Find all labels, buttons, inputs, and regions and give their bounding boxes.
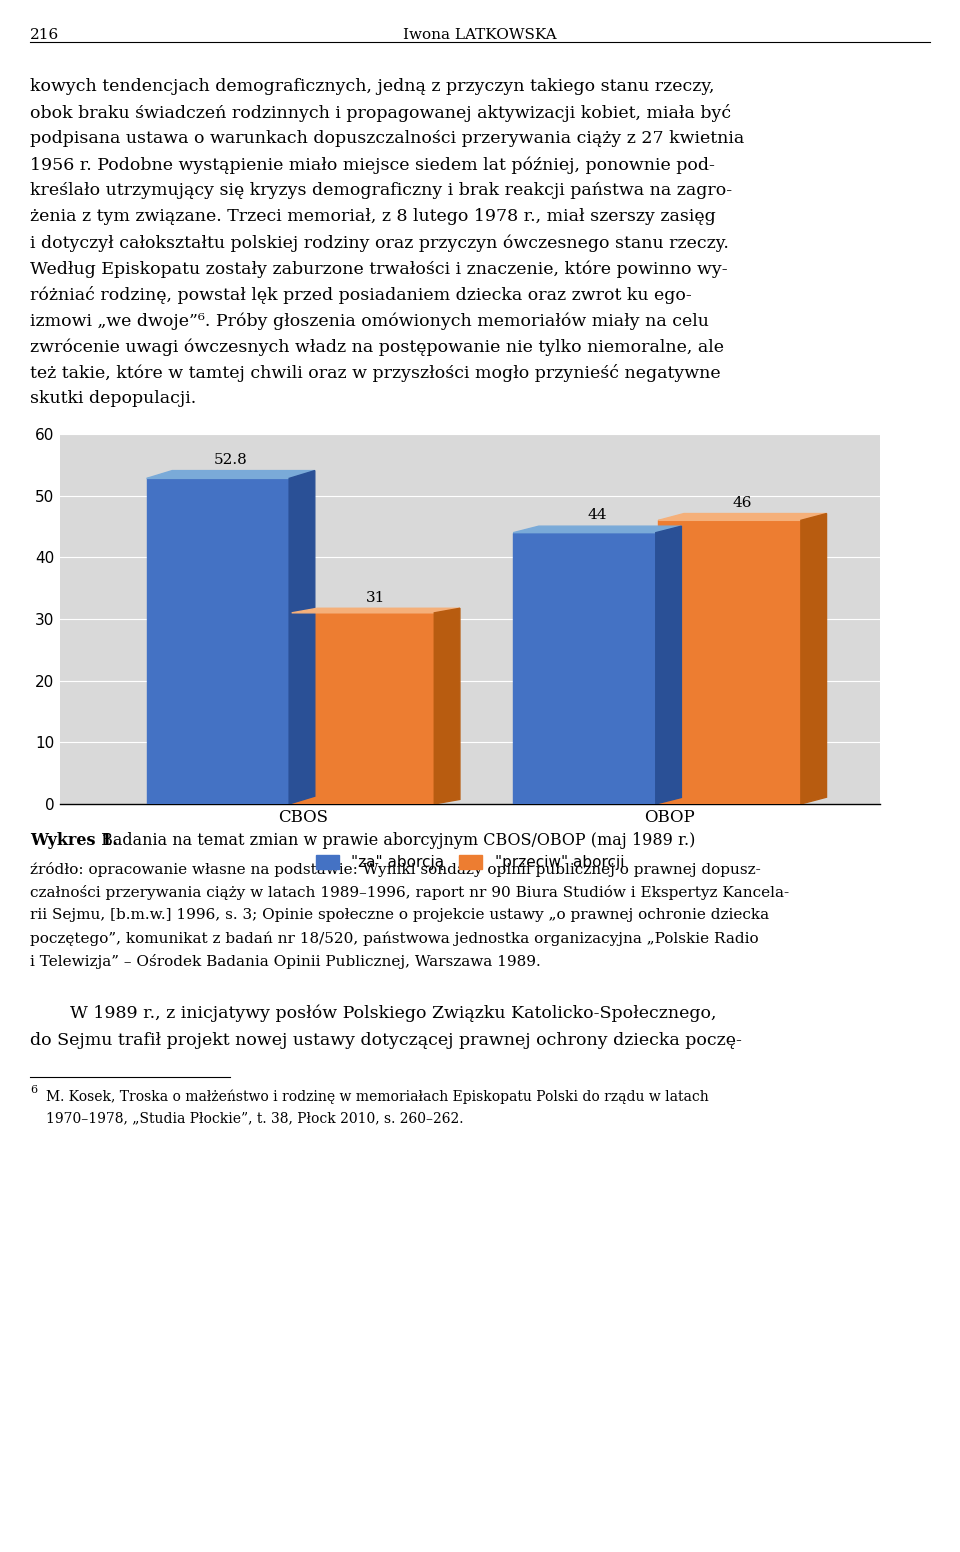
Polygon shape (656, 526, 682, 804)
Text: 216: 216 (30, 28, 60, 42)
Bar (147, 478, 289, 804)
Bar (514, 532, 656, 804)
Polygon shape (801, 514, 827, 804)
Text: żenia z tym związane. Trzeci memoriał, z 8 lutego 1978 r., miał szerszy zasięg: żenia z tym związane. Trzeci memoriał, z… (30, 208, 716, 225)
Bar (659, 520, 801, 804)
Text: różniać rodzinę, powstał lęk przed posiadaniem dziecka oraz zwrot ku ego-: różniać rodzinę, powstał lęk przed posia… (30, 286, 692, 304)
Polygon shape (289, 470, 315, 804)
Text: czałności przerywania ciąży w latach 1989–1996, raport nr 90 Biura Studiów i Eks: czałności przerywania ciąży w latach 198… (30, 885, 789, 900)
Text: rii Sejmu, [b.m.w.] 1996, s. 3; Opinie społeczne o projekcie ustawy „o prawnej o: rii Sejmu, [b.m.w.] 1996, s. 3; Opinie s… (30, 908, 769, 922)
Text: kreślało utrzymujący się kryzys demograficzny i brak reakcji państwa na zagro-: kreślało utrzymujący się kryzys demograf… (30, 182, 732, 199)
Text: W 1989 r., z inicjatywy posłów Polskiego Związku Katolicko-Społecznego,: W 1989 r., z inicjatywy posłów Polskiego… (70, 1006, 716, 1023)
Text: 46: 46 (732, 495, 753, 509)
Text: skutki depopulacji.: skutki depopulacji. (30, 390, 196, 407)
Text: 44: 44 (588, 509, 607, 523)
Text: podpisana ustawa o warunkach dopuszczalności przerywania ciąży z 27 kwietnia: podpisana ustawa o warunkach dopuszczaln… (30, 130, 744, 147)
Text: zwrócenie uwagi ówczesnych władz na postępowanie nie tylko niemoralne, ale: zwrócenie uwagi ówczesnych władz na post… (30, 338, 724, 355)
Text: 52.8: 52.8 (214, 453, 248, 467)
Text: też takie, które w tamtej chwili oraz w przyszłości mogło przynieść negatywne: też takie, które w tamtej chwili oraz w … (30, 365, 721, 382)
Text: Wykres 1.: Wykres 1. (30, 832, 118, 849)
Text: 1970–1978, „Studia Płockie”, t. 38, Płock 2010, s. 260–262.: 1970–1978, „Studia Płockie”, t. 38, Płoc… (46, 1111, 464, 1125)
Text: 6: 6 (30, 1085, 37, 1096)
Polygon shape (147, 470, 315, 478)
Text: i Telewizja” – Ośrodek Badania Opinii Publicznej, Warszawa 1989.: i Telewizja” – Ośrodek Badania Opinii Pu… (30, 954, 540, 968)
Text: Iwona LATKOWSKA: Iwona LATKOWSKA (403, 28, 557, 42)
Text: do Sejmu trafił projekt nowej ustawy dotyczącej prawnej ochrony dziecka poczę-: do Sejmu trafił projekt nowej ustawy dot… (30, 1032, 742, 1049)
Text: i dotyczył całokształtu polskiej rodziny oraz przyczyn ówczesnego stanu rzeczy.: i dotyczył całokształtu polskiej rodziny… (30, 234, 729, 251)
Text: 1956 r. Podobne wystąpienie miało miejsce siedem lat później, ponownie pod-: 1956 r. Podobne wystąpienie miało miejsc… (30, 157, 715, 174)
Text: 31: 31 (366, 591, 386, 605)
Bar (292, 613, 434, 804)
Text: obok braku świadczeń rodzinnych i propagowanej aktywizacji kobiet, miała być: obok braku świadczeń rodzinnych i propag… (30, 104, 732, 123)
Polygon shape (434, 608, 460, 804)
Polygon shape (292, 608, 460, 613)
Text: poczętego”, komunikat z badań nr 18/520, państwowa jednostka organizacyjna „Pols: poczętego”, komunikat z badań nr 18/520,… (30, 931, 758, 945)
Text: Badania na temat zmian w prawie aborcyjnym CBOS/OBOP (maj 1989 r.): Badania na temat zmian w prawie aborcyjn… (96, 832, 695, 849)
Text: M. Kosek, Troska o małżeństwo i rodzinę w memoriałach Episkopatu Polski do rządu: M. Kosek, Troska o małżeństwo i rodzinę … (46, 1090, 708, 1103)
Polygon shape (659, 514, 827, 520)
Text: Według Episkopatu zostały zaburzone trwałości i znaczenie, które powinno wy-: Według Episkopatu zostały zaburzone trwa… (30, 261, 728, 278)
Text: izmowi „we dwoje”⁶. Próby głoszenia omówionych memoriałów miały na celu: izmowi „we dwoje”⁶. Próby głoszenia omów… (30, 312, 708, 329)
Text: źródło: opracowanie własne na podstawie: Wyniki sondaży opinii publicznej o praw: źródło: opracowanie własne na podstawie:… (30, 861, 760, 877)
Polygon shape (514, 526, 682, 532)
Legend: "za" aborcją, "przeciw" aborcji: "za" aborcją, "przeciw" aborcji (316, 855, 624, 871)
Text: kowych tendencjach demograficznych, jedną z przyczyn takiego stanu rzeczy,: kowych tendencjach demograficznych, jedn… (30, 78, 714, 95)
